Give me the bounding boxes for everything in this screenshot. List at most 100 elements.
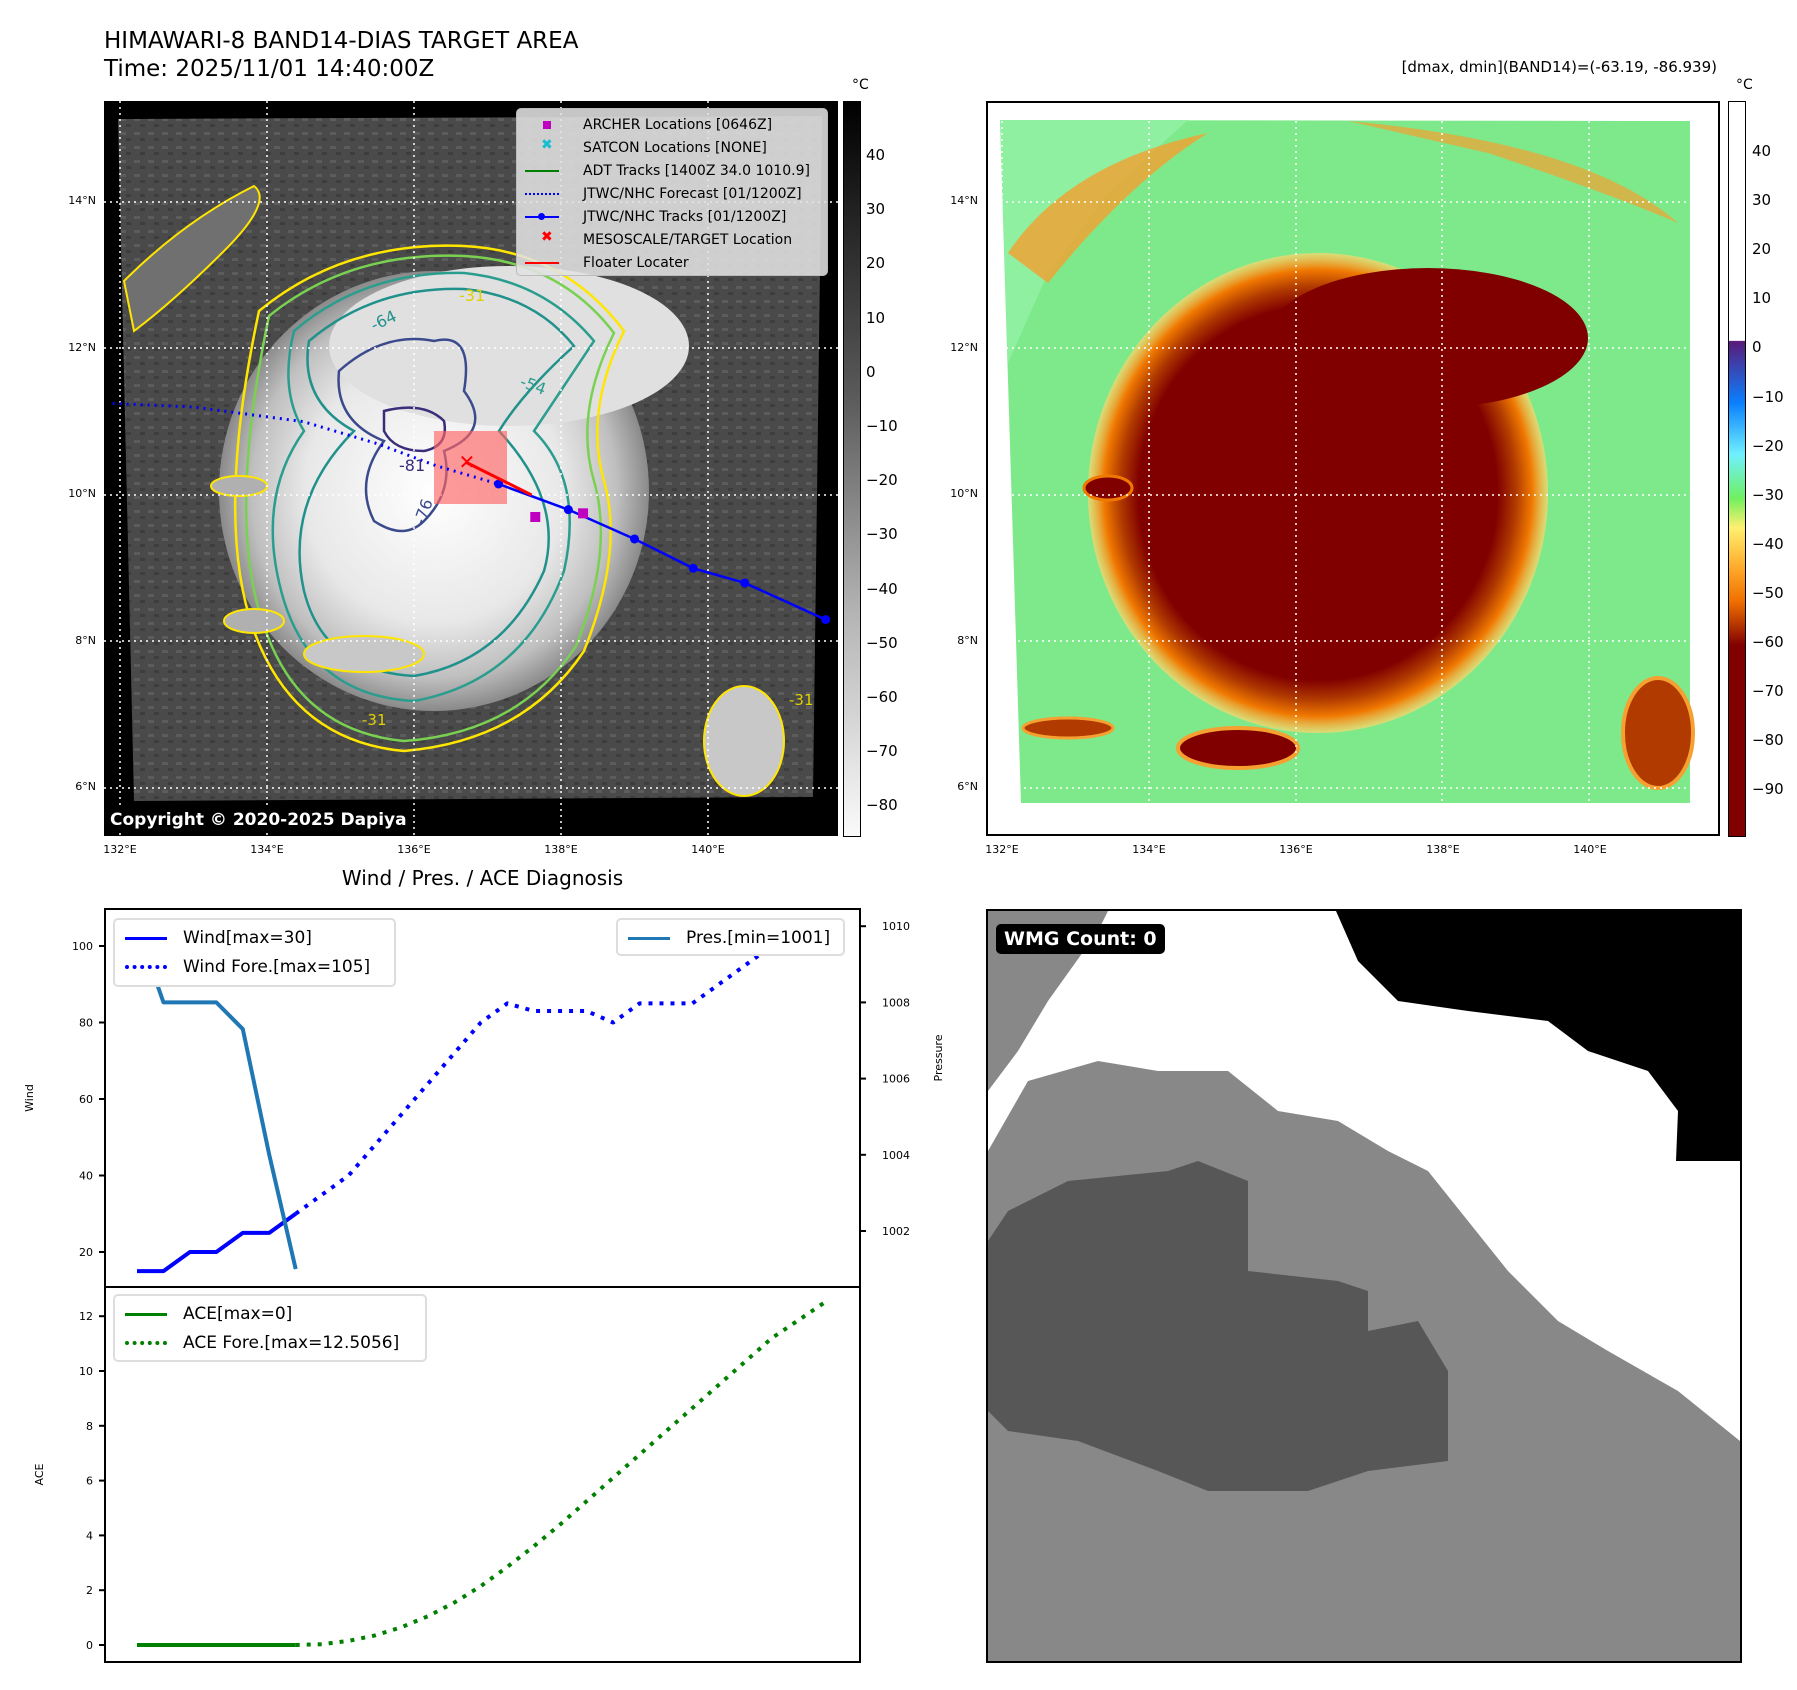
- lat-tick-label: 10°N: [950, 487, 978, 500]
- cloud-patch: [303, 635, 425, 673]
- cloud-patch: [1176, 726, 1300, 770]
- ace-ytick-label: 6: [86, 1475, 93, 1488]
- lat-tick-label: 10°N: [68, 487, 96, 500]
- colorbar-tick-label: −30: [866, 525, 898, 544]
- legend-item-satcon: ✖ SATCON Locations [NONE]: [525, 136, 819, 159]
- lon-tick-label: 134°E: [1132, 843, 1166, 856]
- title-line-1: HIMAWARI-8 BAND14-DIAS TARGET AREA: [104, 28, 579, 54]
- pressure-ytick-label: 1006: [882, 1073, 910, 1086]
- ace-ytick-label: 8: [86, 1420, 93, 1433]
- title-timestamp: Time: 2025/11/01 14:40:00Z: [104, 56, 435, 82]
- band14-stats: [dmax, dmin](BAND14)=(-63.19, -86.939): [1401, 58, 1717, 76]
- pressure-ytick-label: 1002: [882, 1225, 910, 1238]
- colorbar-tick-label: −20: [866, 471, 898, 490]
- colorbar-tick-label: −70: [1752, 682, 1784, 701]
- lon-tick-label: 140°E: [691, 843, 725, 856]
- target-location-marker: ✕: [458, 450, 475, 474]
- lat-tick-label: 14°N: [950, 194, 978, 207]
- cyan-x-icon: ✖: [541, 136, 553, 153]
- archer-location-marker: [578, 508, 589, 519]
- cloud-band-nw: [1008, 133, 1208, 283]
- pressure-line: [135, 925, 298, 1270]
- cloud-patch: [223, 608, 285, 634]
- contour-minus-54: [271, 271, 596, 703]
- cloud-patch: [1082, 474, 1134, 502]
- contour-label: -31: [789, 691, 814, 709]
- legend-label: Pres.[min=1001]: [686, 927, 831, 948]
- colorbar-tick-label: −50: [1752, 583, 1784, 602]
- colorbar-tick-label: −50: [866, 633, 898, 652]
- ir-enhanced-map: [988, 103, 1718, 834]
- colorbar-tick-label: −80: [1752, 731, 1784, 750]
- legend-item-wind-forecast: Wind Fore.[max=105]: [125, 952, 384, 981]
- blue-line-dot-icon: [525, 210, 569, 224]
- grayscale-colorbar: [843, 101, 861, 837]
- legend-item-wind: Wind[max=30]: [125, 923, 384, 952]
- wind-ytick-label: 40: [79, 1170, 93, 1183]
- colorbar-tick-label: −60: [866, 688, 898, 706]
- green-line-icon: [525, 164, 569, 178]
- wind-ytick-label: 60: [79, 1093, 93, 1106]
- legend-label: MESOSCALE/TARGET Location: [583, 231, 793, 248]
- cloud-patch: [210, 475, 268, 497]
- colorbar-tick-label: −70: [866, 742, 898, 761]
- contour-label: -31: [459, 286, 485, 305]
- best-track-line: [498, 482, 827, 621]
- wind-ytick-label: 80: [79, 1017, 93, 1030]
- legend-item-floater: Floater Locater: [525, 251, 819, 274]
- contour-minus-64: [298, 287, 576, 678]
- legend-label: ADT Tracks [1400Z 34.0 1010.9]: [583, 162, 810, 179]
- colorbar-tick-label: 10: [866, 308, 886, 327]
- legend-label: SATCON Locations [NONE]: [583, 139, 767, 156]
- colorbar-tick-label: −80: [866, 796, 898, 815]
- colorbar-tick-label: −40: [866, 579, 898, 598]
- wind-legend: Wind[max=30] Wind Fore.[max=105]: [113, 918, 396, 987]
- lon-tick-label: 136°E: [1279, 843, 1313, 856]
- lon-tick-label: 136°E: [397, 843, 431, 856]
- wmg-count-badge: WMG Count: 0: [996, 924, 1165, 954]
- track-point: [688, 563, 698, 573]
- ace-legend: ACE[max=0] ACE Fore.[max=12.5056]: [113, 1294, 427, 1362]
- ace-ytick-label: 2: [86, 1584, 93, 1597]
- legend-label: ARCHER Locations [0646Z]: [583, 116, 773, 133]
- diagnosis-chart: 1008060402010101008100610041002121086420…: [23, 908, 945, 1663]
- colorbar-tick-label: −30: [1752, 485, 1784, 504]
- diagnosis-title: Wind / Pres. / ACE Diagnosis: [341, 866, 624, 890]
- legend-label: JTWC/NHC Tracks [01/1200Z]: [583, 208, 787, 225]
- ace-ytick-label: 12: [79, 1310, 93, 1323]
- legend-label: ACE[max=0]: [183, 1303, 293, 1324]
- wmg-region-gray: [988, 911, 1108, 1091]
- cold-region: [1000, 120, 1188, 363]
- legend-item-forecast: JTWC/NHC Forecast [01/1200Z]: [525, 182, 819, 205]
- storm-core-arm: [1268, 268, 1588, 408]
- colorbar-tick-label: 30: [866, 200, 886, 219]
- legend-item-ace-forecast: ACE Fore.[max=12.5056]: [125, 1328, 415, 1357]
- legend-label: ACE Fore.[max=12.5056]: [183, 1332, 400, 1353]
- pressure-axis-label: Pressure: [932, 1034, 945, 1081]
- colorbar-tick-label: −10: [1752, 387, 1784, 406]
- colorbar-tick-label: −90: [1752, 780, 1784, 799]
- legend-item-pressure: Pres.[min=1001]: [628, 923, 833, 952]
- pressure-ytick-label: 1004: [882, 1149, 910, 1162]
- colorbar-tick-label: 20: [866, 254, 886, 273]
- contour-label: -31: [362, 711, 387, 729]
- blue-dotted-line-icon: [125, 960, 169, 974]
- lon-tick-label: 132°E: [985, 843, 1019, 856]
- storm-cloud-arm: [329, 266, 689, 426]
- colorbar-tick-label: −20: [1752, 436, 1784, 455]
- copyright-label: Copyright © 2020-2025 Dapiya: [104, 808, 413, 832]
- green-dotted-line-icon: [125, 1336, 169, 1350]
- lon-tick-label: 138°E: [1426, 843, 1460, 856]
- wind-observed-line: [137, 1212, 297, 1274]
- blue-line-icon: [125, 931, 169, 945]
- colorbar-tick-label: 40: [1752, 142, 1772, 160]
- map-gridlines: [988, 103, 1718, 834]
- colorbar-tick-label: 20: [1752, 240, 1772, 259]
- lat-tick-label: 8°N: [75, 633, 96, 647]
- ace-axis-label: ACE: [33, 1463, 46, 1485]
- colorbar-tick-label: −40: [1752, 534, 1784, 553]
- colorbar-tick-label: 10: [1752, 289, 1772, 308]
- legend-label: Floater Locater: [583, 254, 689, 271]
- ace-axes-frame: [104, 1286, 861, 1663]
- lat-tick-label: 8°N: [957, 633, 978, 647]
